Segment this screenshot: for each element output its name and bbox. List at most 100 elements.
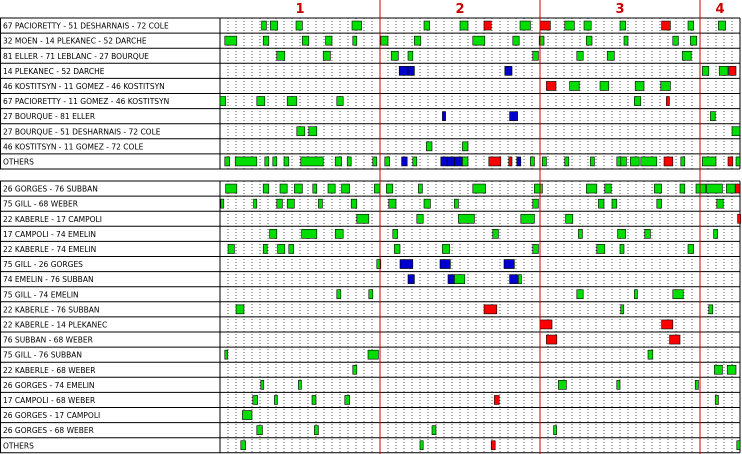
forwards-shift-even	[308, 126, 318, 137]
defense-row-label: 26 GORGES - 17 CAMPOLI	[3, 411, 100, 420]
defense-shift-even	[352, 364, 358, 375]
defense-shift-even	[578, 229, 583, 239]
defense-row-label: 22 KABERLE - 68 WEBER	[3, 366, 96, 375]
forwards-shift-even	[407, 50, 414, 61]
forwards-shift-pk	[398, 66, 409, 76]
forwards-shift-pk	[446, 156, 455, 167]
forwards-shift-even	[538, 35, 545, 46]
forwards-row-label: 14 PLEKANEC - 52 DARCHE	[3, 67, 105, 76]
forwards-shift-even	[530, 156, 535, 167]
defense-shift-even	[312, 183, 318, 194]
defense-shift-pp	[737, 213, 741, 224]
defense-shift-even	[558, 380, 567, 390]
forwards-shift-even	[672, 35, 679, 46]
defense-shift-even	[418, 183, 423, 194]
forwards-shift-even	[384, 156, 390, 167]
forwards-shift-even	[634, 96, 642, 106]
forwards-shift-even	[718, 66, 729, 76]
forwards-shift-even	[390, 50, 399, 61]
defense-shift-even	[224, 349, 229, 360]
defense-shift-even	[388, 198, 397, 209]
forwards-shift-even	[702, 66, 710, 76]
forwards-shift-even	[532, 50, 539, 61]
forwards-shift-even	[619, 20, 626, 31]
forwards-row-label: 81 ELLER - 71 LEBLANC - 27 BOURQUE	[3, 52, 149, 61]
forwards-shift-even	[590, 156, 595, 167]
forwards-shift-pp	[661, 20, 671, 31]
defense-shift-even	[286, 198, 295, 209]
defense-shift-pp	[539, 319, 553, 330]
forwards-shift-even	[270, 20, 278, 31]
forwards-shift-even	[336, 96, 344, 106]
defense-shift-even	[327, 183, 336, 194]
defense-shift-even	[619, 244, 625, 254]
forwards-shift-even	[606, 50, 615, 61]
forwards-shift-even	[512, 35, 520, 46]
forwards-shift-even	[735, 156, 741, 167]
forwards-shift-pk	[401, 156, 408, 167]
forwards-shift-even	[224, 156, 230, 167]
forwards-row-label: OTHERS	[3, 157, 34, 166]
defense-shift-even	[565, 213, 574, 224]
defense-shift-even	[423, 198, 431, 209]
defense-shift-even	[368, 289, 374, 300]
defense-shift-even	[374, 183, 381, 194]
defense-row-label: 75 GILL - 26 GORGES	[3, 260, 83, 269]
forwards-shift-even	[334, 156, 342, 167]
period-header-4: 4	[715, 2, 724, 17]
forwards-shift-even	[690, 35, 698, 46]
period-header-2: 2	[455, 2, 464, 17]
defense-shift-even	[298, 380, 302, 390]
defense-shift-even	[356, 213, 370, 224]
defense-shift-even	[726, 183, 736, 194]
defense-shift-pp	[483, 304, 498, 315]
defense-shift-pk	[399, 259, 414, 269]
defense-shift-even	[269, 229, 278, 239]
forwards-row-label: 67 PACIORETTY - 11 GOMEZ - 46 KOSTITSYN	[3, 97, 169, 106]
forwards-shift-pp	[483, 20, 492, 31]
forwards-shift-even	[295, 20, 303, 31]
defense-shift-even	[376, 259, 382, 269]
defense-shift-even	[394, 244, 401, 254]
forwards-shift-even	[586, 35, 593, 46]
forwards-shift-even	[414, 35, 422, 46]
defense-shift-even	[260, 380, 265, 390]
defense-shift-even	[520, 213, 535, 224]
defense-shift-even	[318, 198, 323, 209]
forwards-row-label: 27 BOURQUE - 51 DESHARNAIS - 72 COLE	[3, 127, 161, 136]
forwards-shift-even	[346, 156, 352, 167]
defense-shift-even	[242, 410, 253, 420]
defense-row-label: 75 GILL - 74 EMELIN	[3, 290, 79, 299]
defense-shift-even	[301, 229, 318, 239]
defense-shift-even	[350, 198, 358, 209]
defense-shift-even	[532, 198, 539, 209]
forwards-shift-even	[599, 81, 610, 91]
defense-shift-pp	[490, 440, 496, 451]
forwards-shift-even	[426, 141, 433, 152]
forwards-shift-pk	[454, 156, 463, 167]
defense-shift-even	[672, 289, 684, 300]
forwards-shift-even	[219, 96, 226, 106]
defense-shift-even	[647, 349, 654, 360]
forwards-shift-even	[286, 96, 298, 106]
forwards-shift-even	[472, 35, 486, 46]
defense-shift-even	[334, 229, 344, 239]
defense-shift-even	[262, 244, 268, 254]
forwards-shift-even	[462, 156, 469, 167]
forwards-shift-even	[542, 156, 547, 167]
defense-shift-even	[256, 425, 263, 435]
forwards-shift-even	[296, 126, 306, 137]
defense-shift-pk	[503, 259, 515, 269]
defense-shift-even	[274, 395, 278, 405]
defense-shift-pk	[447, 274, 455, 284]
defense-row-label: 75 GILL - 76 SUBBAN	[3, 351, 82, 360]
defense-shift-even	[276, 198, 283, 209]
forwards-shift-even	[459, 20, 469, 31]
forwards-shift-even	[569, 81, 580, 91]
forwards-shift-even	[322, 50, 331, 61]
defense-shift-even	[634, 289, 638, 300]
forwards-shift-pk	[407, 66, 415, 76]
defense-shift-even	[726, 364, 737, 375]
forwards-shift-even	[718, 20, 726, 31]
forwards-shift-even	[702, 156, 717, 167]
